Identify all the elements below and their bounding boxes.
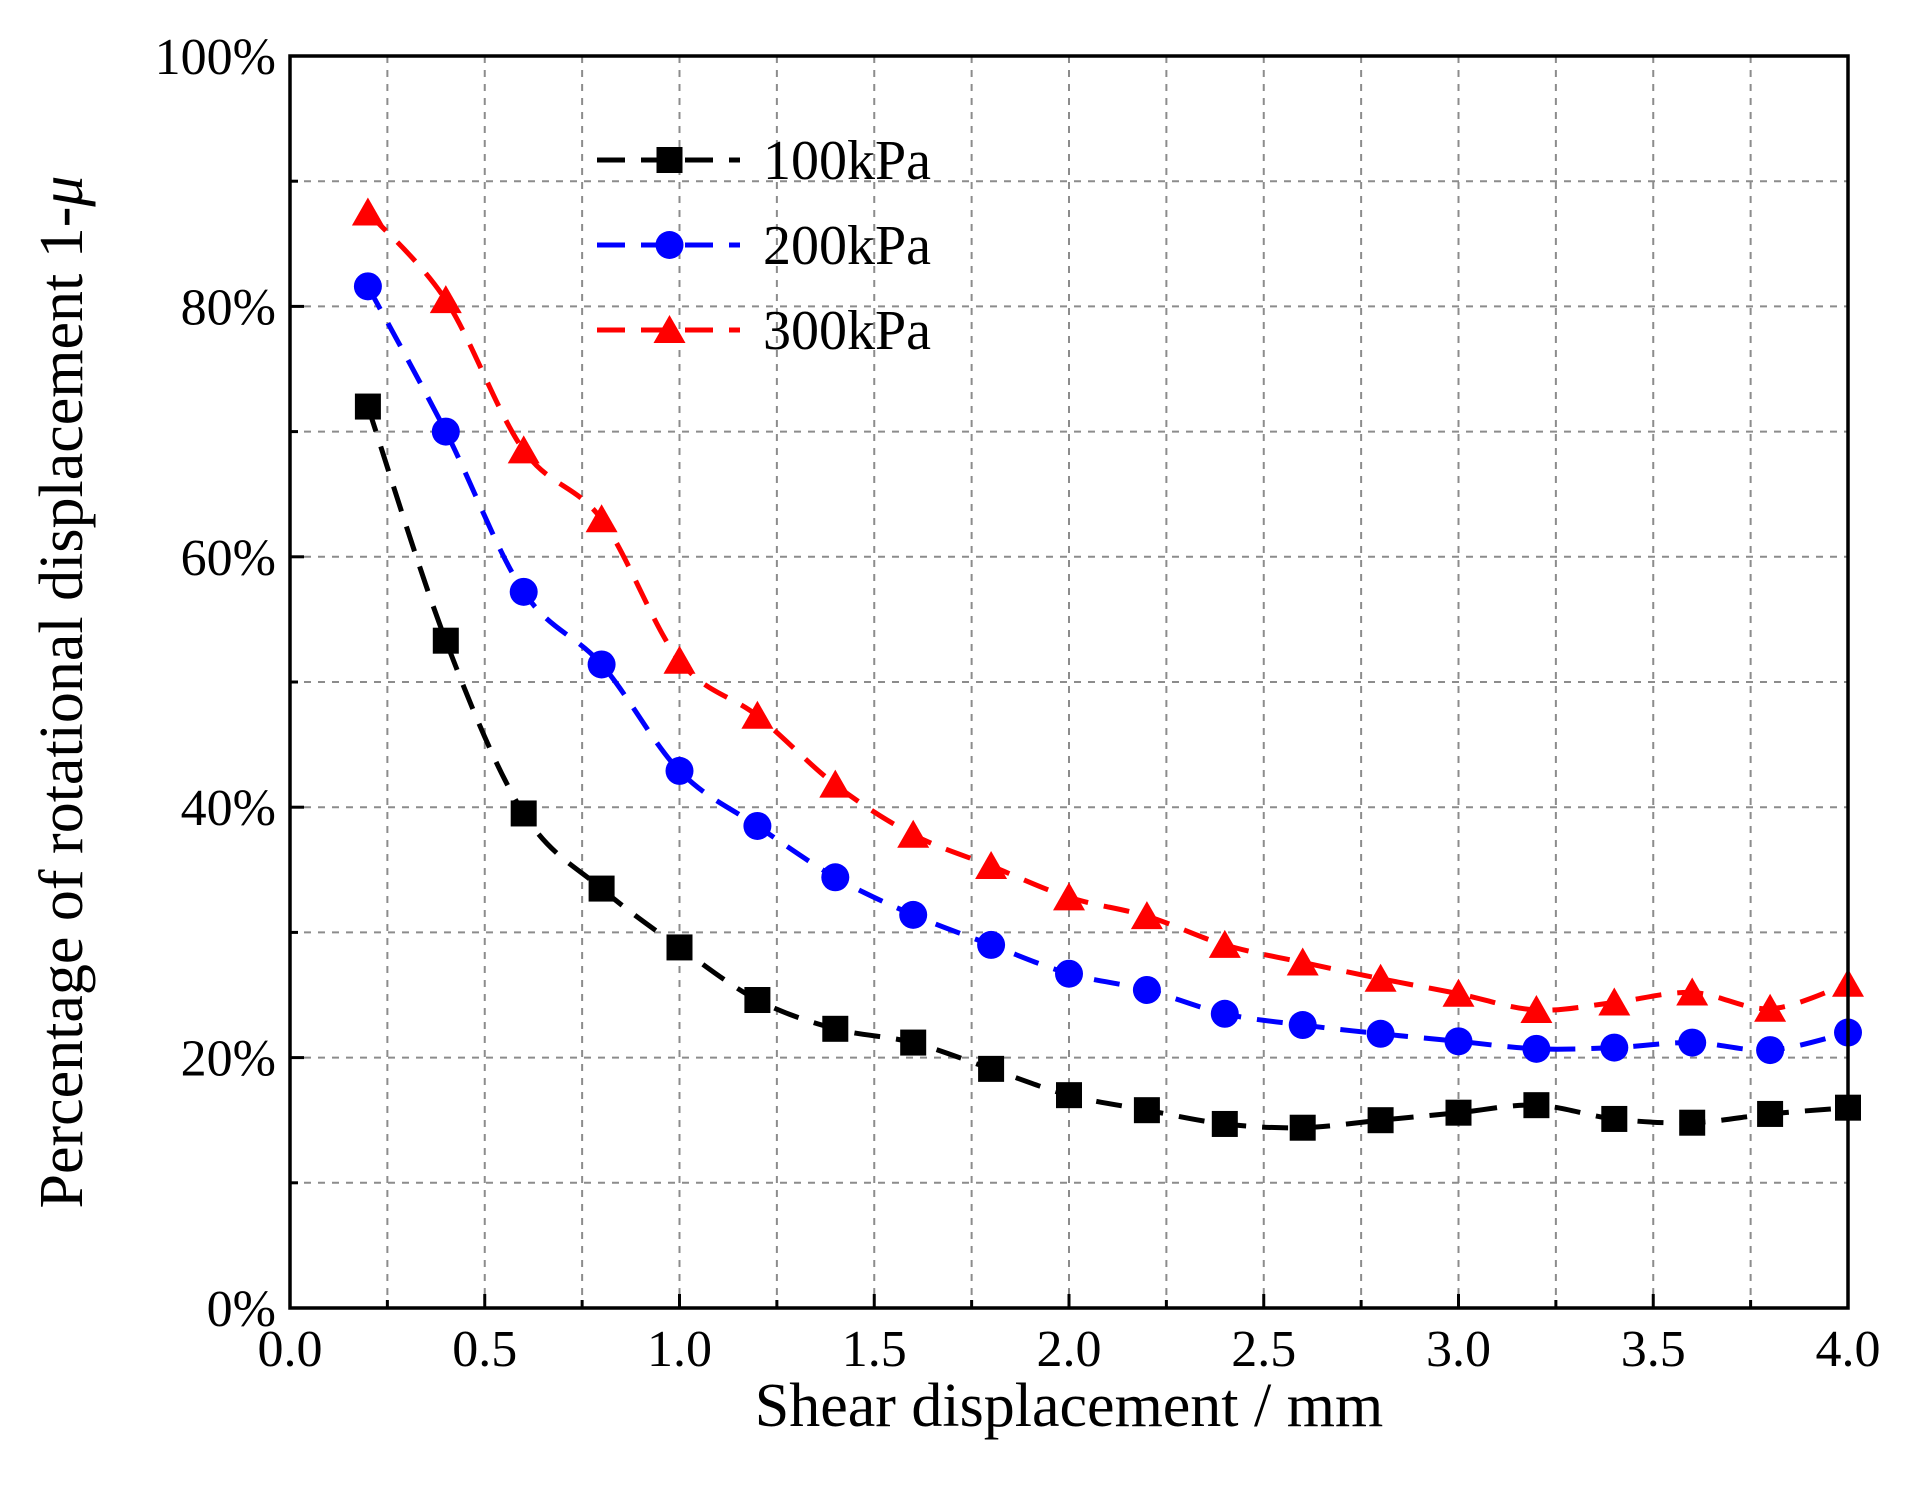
x-tick-label: 2.0 <box>1037 1321 1102 1378</box>
x-tick-label: 3.0 <box>1426 1321 1491 1378</box>
data-point-100kPa <box>1445 1099 1472 1126</box>
data-point-300kPa <box>1754 993 1787 1022</box>
data-point-100kPa <box>510 800 537 827</box>
data-point-100kPa <box>1679 1109 1706 1136</box>
legend-label-200kPa: 200kPa <box>763 215 931 277</box>
data-point-100kPa <box>1133 1097 1160 1124</box>
data-point-200kPa <box>1132 975 1161 1004</box>
data-point-100kPa <box>1757 1100 1784 1127</box>
data-point-200kPa <box>1756 1036 1785 1065</box>
data-point-300kPa <box>1130 901 1163 930</box>
data-point-200kPa <box>1055 959 1083 988</box>
data-point-100kPa <box>1289 1114 1316 1141</box>
data-point-200kPa <box>1522 1034 1551 1063</box>
data-point-200kPa <box>899 900 928 929</box>
legend-marker-100kPa <box>656 147 683 173</box>
data-point-300kPa <box>1520 995 1553 1024</box>
series-lines <box>365 210 1849 1131</box>
data-point-300kPa <box>819 769 852 798</box>
data-point-100kPa <box>588 875 615 902</box>
data-point-300kPa <box>897 819 930 848</box>
y-tick-label: 20% <box>181 1031 276 1088</box>
data-point-100kPa <box>1211 1110 1238 1137</box>
legend-marker-200kPa <box>655 231 684 259</box>
data-point-200kPa <box>977 930 1006 959</box>
data-point-200kPa <box>431 417 460 446</box>
data-point-200kPa <box>1366 1019 1395 1048</box>
x-tick-label: 0.5 <box>452 1321 517 1378</box>
legend-marker-300kPa <box>653 315 686 343</box>
series-line-100kPa <box>365 405 1849 1131</box>
data-point-300kPa <box>351 197 384 226</box>
data-point-200kPa <box>1678 1028 1707 1057</box>
x-tick-label: 3.5 <box>1621 1321 1686 1378</box>
data-point-100kPa <box>1601 1105 1628 1132</box>
y-tick-labels: 0% 20% 40% 60% 80% 100% <box>155 29 276 1338</box>
data-point-200kPa <box>821 863 850 892</box>
data-point-300kPa <box>1208 929 1241 958</box>
y-tick-label: 40% <box>181 780 276 837</box>
data-point-200kPa <box>665 756 694 785</box>
y-axis-title-text: Percentage of rotational displacement 1- <box>28 207 96 1209</box>
data-point-100kPa <box>978 1055 1005 1082</box>
data-point-300kPa <box>1598 987 1631 1016</box>
y-tick-label: 100% <box>155 29 276 86</box>
x-axis-title: Shear displacement / mm <box>755 1372 1383 1440</box>
x-tick-label: 1.0 <box>647 1321 712 1378</box>
data-point-300kPa <box>975 851 1008 880</box>
data-point-300kPa <box>429 285 462 314</box>
data-point-300kPa <box>1364 963 1397 992</box>
series-markers <box>351 197 1864 1141</box>
data-point-200kPa <box>1210 999 1239 1028</box>
data-point-100kPa <box>900 1029 927 1056</box>
data-point-100kPa <box>1523 1092 1550 1119</box>
legend: 100kPa 200kPa 300kPa <box>597 130 931 362</box>
data-point-200kPa <box>743 811 772 840</box>
y-axis-title: Percentage of rotational displacement 1-… <box>28 175 96 1208</box>
data-point-200kPa <box>353 272 382 301</box>
data-point-300kPa <box>1442 978 1475 1007</box>
data-point-300kPa <box>663 645 696 674</box>
data-point-200kPa <box>1288 1011 1317 1040</box>
data-point-200kPa <box>1444 1027 1473 1056</box>
data-point-100kPa <box>1367 1107 1394 1134</box>
x-tick-labels: 0.0 0.5 1.0 1.5 2.0 2.5 3.0 3.5 4.0 <box>258 1321 1881 1378</box>
data-point-100kPa <box>666 934 693 961</box>
data-point-200kPa <box>509 577 538 606</box>
y-axis-title-symbol: μ <box>28 175 96 207</box>
y-tick-label: 0% <box>207 1281 276 1338</box>
data-point-200kPa <box>1600 1033 1629 1062</box>
data-point-100kPa <box>432 627 459 654</box>
data-point-300kPa <box>585 504 618 533</box>
x-tick-label: 1.5 <box>842 1321 907 1378</box>
data-point-100kPa <box>744 987 771 1014</box>
legend-label-300kPa: 300kPa <box>763 300 931 362</box>
data-point-100kPa <box>822 1015 849 1042</box>
legend-label-100kPa: 100kPa <box>763 130 931 192</box>
data-point-300kPa <box>741 700 774 729</box>
y-tick-label: 80% <box>181 279 276 336</box>
data-point-100kPa <box>1056 1082 1082 1109</box>
data-point-300kPa <box>1053 882 1085 911</box>
data-point-300kPa <box>1676 977 1709 1006</box>
y-tick-label: 60% <box>181 530 276 587</box>
x-tick-label: 2.5 <box>1231 1321 1296 1378</box>
axis-ticks <box>288 54 1850 1310</box>
x-tick-label: 0.0 <box>258 1321 323 1378</box>
data-point-300kPa <box>507 435 540 464</box>
data-point-300kPa <box>1286 947 1319 976</box>
x-tick-label: 4.0 <box>1816 1321 1881 1378</box>
data-point-200kPa <box>587 650 616 679</box>
data-point-100kPa <box>354 393 381 420</box>
